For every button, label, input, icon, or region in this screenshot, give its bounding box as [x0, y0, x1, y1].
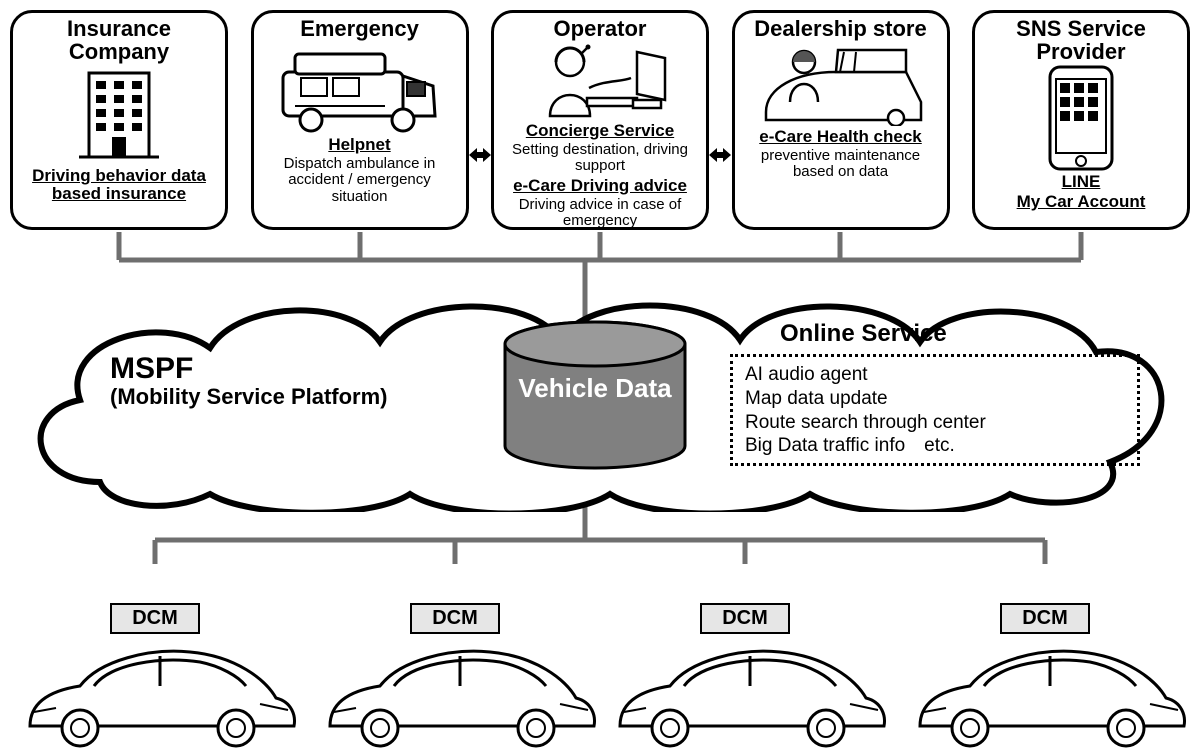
bidir-arrow-icon [469, 144, 491, 166]
card-dealer: Dealership store e-Care Health check pre… [732, 10, 950, 230]
vehicle: DCM [10, 603, 300, 750]
list-item: Map data update [745, 387, 1125, 411]
card-title: Emergency [300, 17, 419, 40]
service-desc: Dispatch ambulance in accident / emergen… [260, 156, 460, 206]
smartphone-icon [1044, 65, 1118, 171]
card-insurance: Insurance Company Driving behavior data … [10, 10, 228, 230]
car-icon [10, 630, 300, 750]
online-service-list: AI audio agent Map data update Route sea… [730, 354, 1140, 466]
car-icon [600, 630, 890, 750]
service-name: Driving behavior data based insurance [19, 167, 219, 203]
service-name-2: e-Care Driving advice [513, 177, 687, 195]
list-item: Route search through center [745, 411, 1125, 435]
card-operator: Operator Concierge Service Setting desti… [491, 10, 709, 230]
service-name: LINE [1062, 173, 1101, 191]
dcm-label: DCM [1000, 603, 1090, 634]
card-title: Dealership store [754, 17, 926, 40]
card-title: Operator [554, 17, 647, 40]
cloud-platform: MSPF (Mobility Service Platform) Vehicle… [10, 282, 1190, 512]
mspf-subtitle: (Mobility Service Platform) [110, 385, 388, 409]
service-desc-2: Driving advice in case of emergency [500, 197, 700, 230]
service-providers-row: Insurance Company Driving behavior data … [10, 10, 1190, 240]
bidir-arrow-icon [709, 144, 731, 166]
card-title: Insurance Company [19, 17, 219, 63]
service-name: Helpnet [328, 136, 390, 154]
building-icon [74, 65, 164, 165]
card-title: SNS Service Provider [981, 17, 1181, 63]
service-name: e-Care Health check [759, 128, 922, 146]
ambulance-icon [275, 42, 445, 134]
dcm-label: DCM [700, 603, 790, 634]
vehicle-data-cylinder: Vehicle Data [500, 320, 690, 349]
service-name: Concierge Service [526, 122, 674, 140]
mspf-acronym: MSPF [110, 352, 193, 385]
vehicle: DCM [310, 603, 600, 750]
service-desc: Setting destination, driving support [500, 142, 700, 175]
car-icon [310, 630, 600, 750]
mechanic-icon [756, 42, 926, 126]
dcm-label: DCM [110, 603, 200, 634]
vehicles-row: DCM DCM DCM DCM [0, 560, 1200, 750]
list-item: Big Data traffic info etc. [745, 434, 1125, 458]
car-icon [900, 630, 1190, 750]
cylinder-label: Vehicle Data [500, 374, 690, 403]
service-desc: preventive maintenance based on data [741, 148, 941, 181]
vehicle: DCM [900, 603, 1190, 750]
dcm-label: DCM [410, 603, 500, 634]
card-emergency: Emergency Helpnet Dispatch ambulance in … [251, 10, 469, 230]
online-service-title: Online Service [780, 320, 947, 348]
operator-icon [525, 42, 675, 120]
vehicle: DCM [600, 603, 890, 750]
list-item: AI audio agent [745, 363, 1125, 387]
platform-title: MSPF (Mobility Service Platform) [110, 352, 388, 409]
card-sns: SNS Service Provider LINE My Car Account [972, 10, 1190, 230]
service-name-2: My Car Account [1017, 193, 1146, 211]
